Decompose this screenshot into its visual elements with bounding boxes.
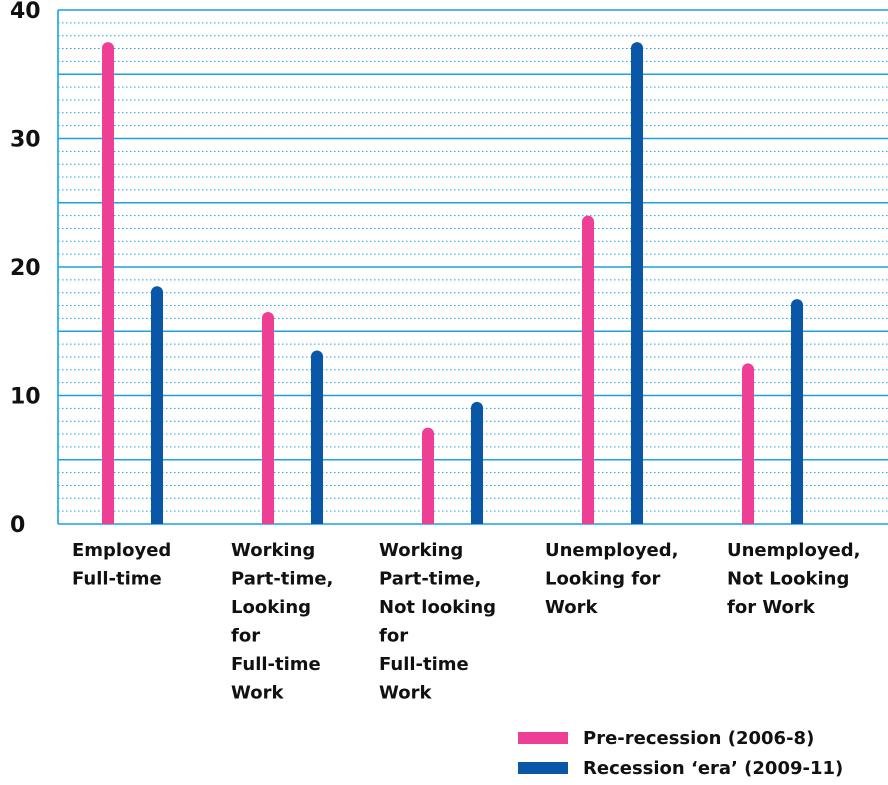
- bar-base: [422, 512, 434, 524]
- bar-base: [102, 512, 114, 524]
- bar-base: [631, 512, 643, 524]
- bar-recession-era-2: [471, 401, 483, 524]
- category-label-line: Looking: [231, 597, 311, 618]
- category-label-line: for Work: [727, 597, 816, 618]
- grid-lines: [57, 9, 888, 525]
- category-label-line: Work: [545, 597, 598, 618]
- legend-swatch: [518, 762, 568, 774]
- y-tick-label: 10: [10, 385, 41, 410]
- bar-base: [151, 512, 163, 524]
- y-tick-label: 0: [10, 513, 25, 538]
- legend-label: Recession ‘era’ (2009-11): [583, 758, 843, 779]
- category-label-line: Unemployed,: [545, 540, 678, 561]
- bar-base: [791, 512, 803, 524]
- category-label-line: Working: [231, 540, 315, 561]
- bar-pre-recession-0: [102, 42, 114, 524]
- bar-base: [742, 512, 754, 524]
- legend-swatch: [518, 732, 568, 744]
- category-label-line: Employed: [72, 540, 171, 561]
- bar-pre-recession-1: [262, 311, 274, 524]
- bar-pre-recession-2: [422, 427, 434, 524]
- x-axis-category-labels: Employed Full-time Working Part-time, Lookin…: [72, 540, 860, 704]
- category-label-line: Working: [379, 540, 463, 561]
- category-label-line: Full-time: [72, 569, 162, 590]
- category-label-line: Part-time,: [231, 569, 333, 590]
- legend: Pre-recession (2006-8) Recession ‘era’ (2…: [518, 728, 843, 779]
- category-label-line: for: [379, 626, 408, 647]
- category-label-line: Full-time: [379, 654, 469, 675]
- category-label: Unemployed, Looking for Work: [545, 540, 678, 618]
- category-label: Working Part-time, Looking for Full-time Work: [231, 540, 333, 704]
- category-label-line: Full-time: [231, 654, 321, 675]
- y-tick-label: 40: [10, 0, 41, 24]
- category-label-line: Work: [231, 683, 284, 704]
- category-label: Employed Full-time: [72, 540, 171, 590]
- bar-recession-era-4: [791, 299, 803, 524]
- bar-pre-recession-3: [582, 215, 594, 524]
- category-label-line: Unemployed,: [727, 540, 860, 561]
- y-tick-label: 20: [10, 256, 41, 281]
- y-axis-tick-labels: 0 10 20 30 40: [10, 0, 41, 538]
- category-label-line: Part-time,: [379, 569, 481, 590]
- bar-recession-era-0: [151, 286, 163, 524]
- bars: [102, 42, 803, 524]
- bar-base: [471, 512, 483, 524]
- category-label-line: Work: [379, 683, 432, 704]
- y-tick-label: 30: [10, 128, 41, 153]
- bar-base: [262, 512, 274, 524]
- category-label: Working Part-time, Not looking for Full-time…: [379, 540, 496, 704]
- bar-recession-era-1: [311, 350, 323, 524]
- bar-base: [582, 512, 594, 524]
- bar-base: [311, 512, 323, 524]
- category-label-line: Looking for: [545, 569, 661, 590]
- bar-recession-era-3: [631, 42, 643, 524]
- legend-label: Pre-recession (2006-8): [583, 728, 814, 749]
- category-label: Unemployed, Not Looking for Work: [727, 540, 860, 618]
- bar-pre-recession-4: [742, 363, 754, 524]
- category-label-line: Not looking: [379, 597, 496, 618]
- category-label-line: Not Looking: [727, 569, 849, 590]
- category-label-line: for: [231, 626, 260, 647]
